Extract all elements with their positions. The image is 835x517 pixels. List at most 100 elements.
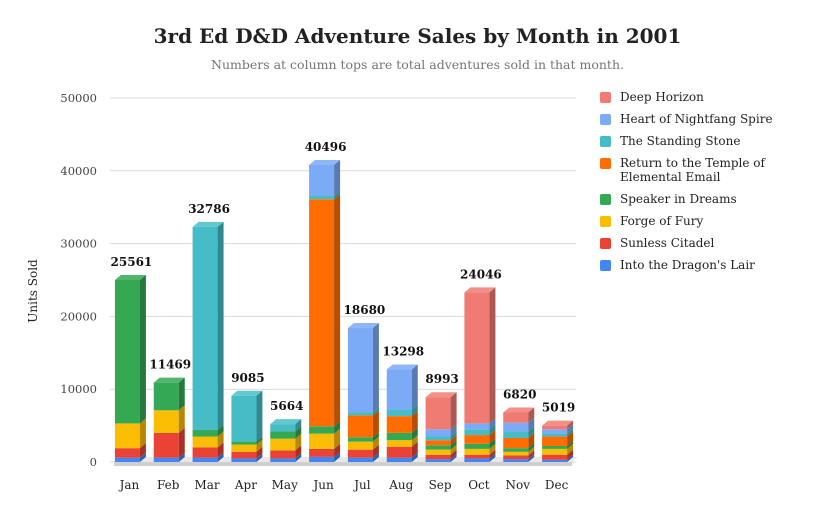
legend-swatch — [600, 216, 611, 227]
y-tick-label: 40000 — [60, 164, 97, 178]
bar-segment — [153, 432, 179, 458]
chart-title: 3rd Ed D&D Adventure Sales by Month in 2… — [153, 24, 682, 48]
bar-segment-side — [450, 444, 457, 455]
bar-segment — [503, 451, 529, 456]
column-total-label: 9085 — [231, 371, 264, 385]
y-axis-label: Units Sold — [26, 259, 40, 323]
x-tick-label: Dec — [545, 478, 569, 492]
bar-segment-side — [295, 426, 302, 439]
bar-segment — [542, 433, 568, 437]
bar-segment — [192, 447, 218, 458]
x-axis-ticks: Jan Feb Mar Apr May Jun Jul Aug Sep Oct Nov Dec — [118, 478, 569, 492]
x-tick-label: Aug — [388, 478, 413, 492]
bar-segment-side — [528, 454, 535, 462]
bar-segment-side — [489, 438, 496, 449]
bar-segment-side — [139, 418, 146, 449]
bar-segment — [425, 454, 451, 460]
bar-segment-side — [528, 407, 535, 423]
x-tick-label: Jun — [311, 478, 334, 492]
bar-segment-side — [256, 446, 263, 459]
bar-segment — [153, 382, 179, 411]
bar-segment-side — [334, 190, 341, 200]
legend-label: Sunless Citadel — [620, 236, 715, 250]
legend-item: Sunless Citadel — [600, 236, 830, 250]
legend-item: Deep Horizon — [600, 90, 830, 104]
bar-top-face — [270, 419, 302, 425]
bar-top-face — [309, 159, 341, 165]
bar-segment-side — [489, 418, 496, 430]
bar-segment — [464, 443, 490, 449]
bar-segment — [542, 459, 568, 462]
bar-segment-side — [567, 428, 574, 437]
bar-segment — [503, 455, 529, 460]
column-total-label: 25561 — [111, 255, 153, 269]
bar-segment-side — [334, 428, 341, 449]
x-tick-label: May — [272, 478, 298, 492]
bar-segment-side — [372, 410, 379, 438]
bar-segment-side — [217, 442, 224, 458]
bar-segment-side — [528, 432, 535, 449]
legend-item: Speaker in Dreams — [600, 192, 830, 206]
bar-segment — [347, 412, 373, 416]
x-tick-label: Jul — [352, 478, 371, 492]
bar-segment — [231, 441, 257, 445]
bar-stack-feb — [153, 377, 185, 462]
bar-segment — [503, 431, 529, 438]
bar-segment-side — [334, 451, 341, 462]
bar-stack-nov — [503, 407, 535, 462]
legend-swatch — [600, 260, 611, 271]
bar-segment-side — [489, 443, 496, 455]
bar-segment-side — [217, 221, 224, 430]
bar-segment-side — [489, 287, 496, 424]
bar-top-face — [114, 275, 146, 280]
bar-segment-side — [528, 426, 535, 438]
bar-segment — [347, 449, 373, 458]
y-tick-label: 20000 — [60, 309, 97, 323]
column-total-label: 40496 — [305, 140, 347, 154]
x-tick-label: Sep — [429, 478, 452, 492]
bar-segment — [386, 440, 412, 447]
bar-segment-side — [372, 436, 379, 450]
bar-segment — [386, 432, 412, 441]
legend-swatch — [600, 92, 611, 103]
bar-segment — [542, 445, 568, 449]
y-tick-label: 30000 — [60, 237, 97, 251]
bar-segment — [425, 459, 451, 462]
bar-segment-side — [178, 452, 185, 462]
y-tick-label: 0 — [90, 455, 97, 469]
bar-segment-side — [372, 452, 379, 462]
bar-segment-side — [528, 446, 535, 456]
x-tick-label: Feb — [157, 478, 180, 492]
legend-label: Into the Dragon's Lair — [620, 258, 755, 272]
bar-segment-side — [567, 449, 574, 460]
bar-segment — [231, 444, 257, 452]
bar-segment — [503, 422, 529, 432]
legend-swatch — [600, 114, 611, 125]
bar-stack-apr — [231, 390, 263, 462]
bar-segment — [231, 395, 257, 442]
column-total-label: 18680 — [344, 303, 386, 317]
bar-segment — [270, 431, 296, 439]
column-total-label: 13298 — [382, 345, 424, 359]
bar-segment-side — [295, 453, 302, 462]
bar-segment-side — [295, 445, 302, 459]
legend-label: Heart of Nightfang Spire — [620, 112, 773, 126]
bar-stack-may — [270, 419, 302, 462]
bar-segment-side — [295, 433, 302, 451]
bar-segment-side — [528, 450, 535, 460]
bar-segment-side — [178, 377, 185, 411]
bar-segment-side — [178, 427, 185, 458]
bar-top-face — [153, 377, 185, 383]
bar-segment-side — [334, 443, 341, 457]
bar-segment — [386, 369, 412, 410]
bar-stack-sep — [425, 392, 457, 462]
bar-segment-side — [489, 430, 496, 444]
bar-segment-side — [411, 427, 418, 441]
bar-segment — [347, 328, 373, 413]
bar-stack-jun — [309, 159, 341, 462]
bar-segment — [270, 438, 296, 451]
bar-segment — [542, 425, 568, 430]
bar-segment — [386, 446, 412, 458]
bar-segment-side — [372, 407, 379, 416]
